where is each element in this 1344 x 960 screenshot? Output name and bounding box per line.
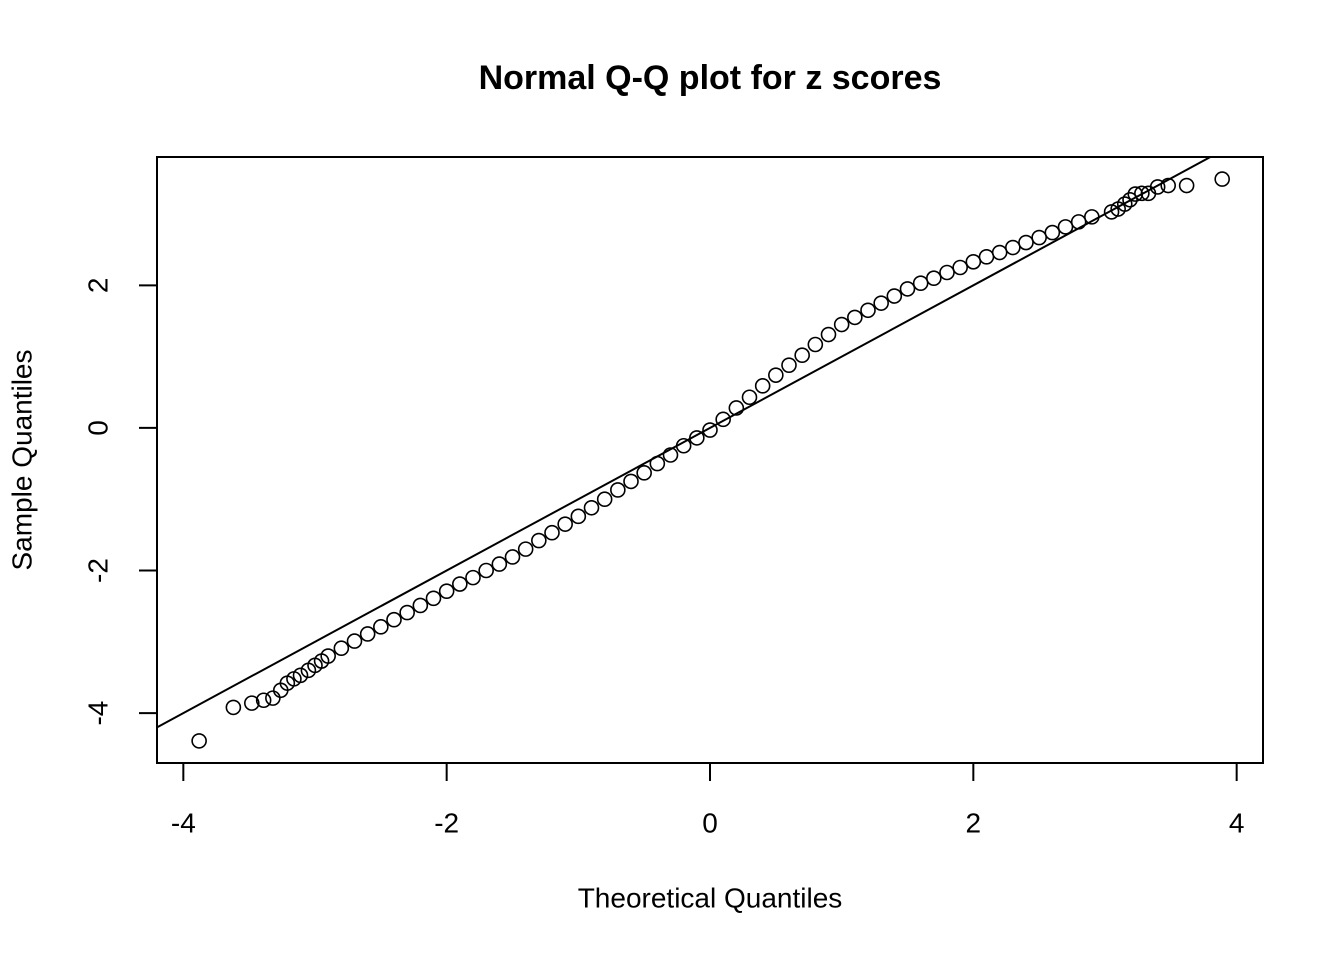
point xyxy=(754,378,771,394)
point xyxy=(191,733,207,749)
point xyxy=(926,270,942,287)
point xyxy=(1149,179,1166,195)
point xyxy=(320,648,336,664)
point xyxy=(649,455,666,472)
point xyxy=(544,524,560,541)
x-tick-label: -2 xyxy=(434,807,459,838)
point xyxy=(359,626,376,642)
point xyxy=(1070,214,1087,230)
point xyxy=(1057,219,1074,235)
point xyxy=(702,422,718,438)
x-tick-label: 4 xyxy=(1229,807,1245,838)
x-tick-label: -4 xyxy=(171,807,196,838)
point xyxy=(346,633,363,649)
point xyxy=(952,259,968,276)
point xyxy=(662,447,679,463)
point xyxy=(399,604,415,621)
point xyxy=(1122,191,1138,208)
point xyxy=(255,692,272,709)
point xyxy=(991,244,1008,261)
point xyxy=(596,491,613,508)
point xyxy=(689,430,705,446)
plot-area xyxy=(157,157,1230,749)
point xyxy=(768,367,784,383)
point xyxy=(1116,196,1133,212)
point xyxy=(438,583,455,599)
point xyxy=(899,281,916,297)
point xyxy=(373,619,389,635)
point xyxy=(860,302,876,319)
point xyxy=(570,508,587,525)
point xyxy=(225,699,242,716)
point xyxy=(531,532,547,549)
point xyxy=(807,336,824,353)
point xyxy=(292,667,309,684)
point xyxy=(1005,239,1021,256)
point xyxy=(833,316,850,333)
point xyxy=(939,264,955,281)
point xyxy=(1160,177,1176,194)
chart-title: Normal Q-Q plot for z scores xyxy=(479,59,942,97)
y-axis-label: Sample Quantiles xyxy=(6,349,37,570)
point xyxy=(623,473,639,490)
point xyxy=(465,569,481,586)
x-tick-label: 0 xyxy=(702,807,718,838)
point xyxy=(244,695,260,711)
point xyxy=(1018,234,1034,251)
point xyxy=(781,357,797,373)
point xyxy=(820,326,837,343)
point xyxy=(1031,229,1047,246)
point xyxy=(741,389,758,406)
point xyxy=(965,254,982,270)
x-tick-label: 2 xyxy=(966,807,982,838)
point xyxy=(504,549,521,565)
point xyxy=(715,411,731,428)
point xyxy=(636,465,652,481)
point xyxy=(675,437,692,454)
point xyxy=(452,576,468,592)
point xyxy=(478,562,494,579)
point xyxy=(491,556,508,572)
point xyxy=(425,590,442,607)
point xyxy=(386,611,402,628)
point xyxy=(265,690,281,706)
point xyxy=(847,309,863,326)
point xyxy=(1044,224,1061,241)
point xyxy=(1214,171,1230,187)
point xyxy=(1084,209,1100,225)
point xyxy=(412,597,429,614)
y-tick-label: 2 xyxy=(82,278,113,294)
point xyxy=(873,295,889,311)
point xyxy=(886,288,903,304)
point xyxy=(1178,177,1195,194)
point xyxy=(583,499,600,516)
point xyxy=(728,400,745,416)
y-tick-label: -4 xyxy=(82,701,113,726)
y-tick-label: -2 xyxy=(82,558,113,583)
point xyxy=(557,516,573,532)
point xyxy=(333,640,350,657)
x-axis-label: Theoretical Quantiles xyxy=(578,882,843,913)
point xyxy=(912,275,929,291)
point xyxy=(610,482,626,498)
point xyxy=(1134,185,1150,202)
point xyxy=(794,347,810,363)
point xyxy=(517,541,534,557)
y-tick-label: 0 xyxy=(82,420,113,436)
